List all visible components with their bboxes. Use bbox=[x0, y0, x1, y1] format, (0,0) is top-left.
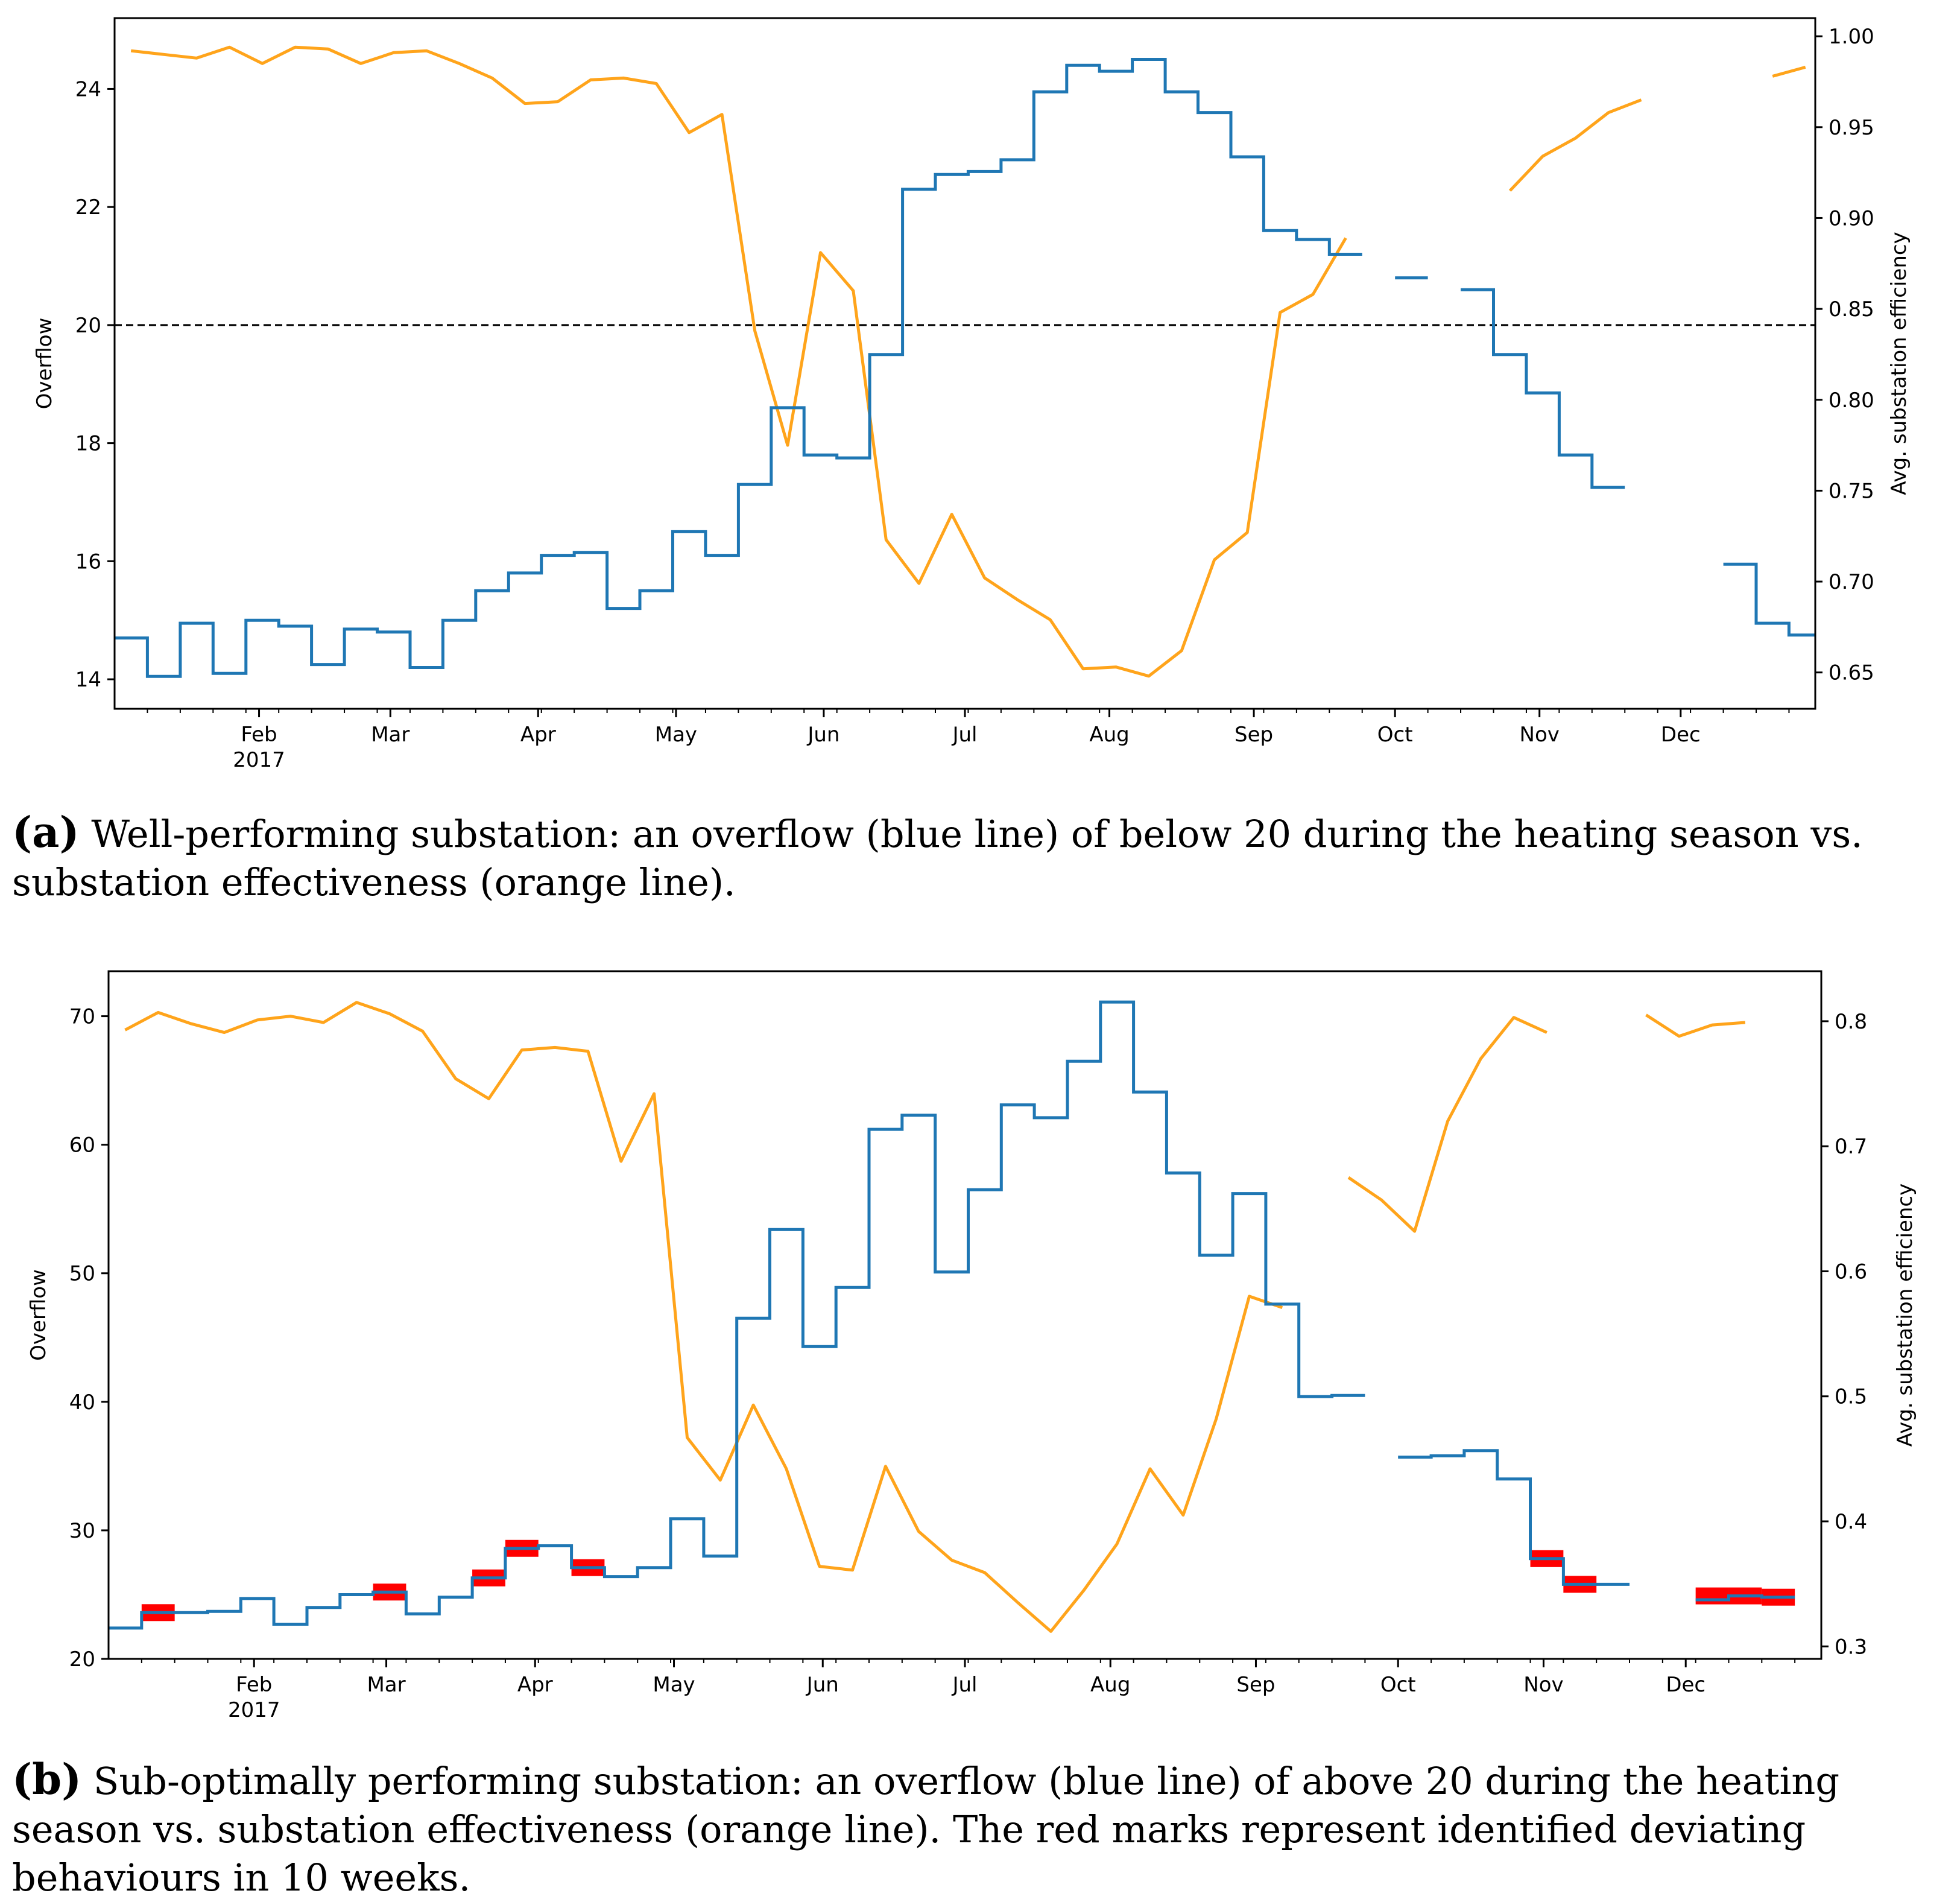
overflow-step-line bbox=[115, 58, 1362, 678]
y-right-tick-label: 0.5 bbox=[1835, 1385, 1867, 1409]
x-month-label: Dec bbox=[1666, 1673, 1706, 1697]
y-right-axis-title: Avg. substation efficiency bbox=[1887, 232, 1911, 495]
efficiency-line bbox=[1347, 1016, 1547, 1233]
x-month-label: Feb bbox=[236, 1673, 272, 1697]
caption-b-tag: (b) bbox=[12, 1754, 82, 1804]
panel-a: 14 16 18 20 22 24 0.65 0.70 0.75 0.80 0.85 0.90 0.95… bbox=[0, 0, 1960, 929]
y-left-axis-title: Overflow bbox=[27, 1269, 51, 1361]
y-left-tick-label: 70 bbox=[69, 1005, 95, 1029]
x-month-label: Jun bbox=[806, 723, 839, 747]
x-month-label: Jul bbox=[951, 1673, 977, 1697]
y-left-tick-label: 30 bbox=[69, 1519, 95, 1543]
y-left-tick-label: 16 bbox=[75, 550, 101, 574]
y-left-tick-label: 50 bbox=[69, 1262, 95, 1286]
x-month-label: Aug bbox=[1090, 1673, 1130, 1697]
efficiency-line bbox=[1772, 65, 1806, 78]
plot-frame bbox=[107, 970, 1822, 1660]
efficiency-line bbox=[124, 1001, 1283, 1633]
x-month-label: May bbox=[653, 1673, 695, 1697]
y-left-axis-title: Overflow bbox=[33, 318, 57, 410]
y-right-tick-label: 0.3 bbox=[1835, 1635, 1867, 1659]
x-month-label: Sep bbox=[1234, 723, 1273, 747]
efficiency-line bbox=[1645, 1013, 1746, 1038]
x-month-label: Oct bbox=[1380, 1673, 1416, 1697]
y-left-tick-label: 20 bbox=[69, 1647, 95, 1672]
y-left-tick-label: 14 bbox=[75, 668, 101, 692]
caption-b-text: Sub-optimally performing substation: an … bbox=[12, 1759, 1840, 1900]
x-month-label: Aug bbox=[1089, 723, 1129, 747]
y-left-tick-label: 60 bbox=[69, 1133, 95, 1158]
deviation-mark bbox=[1695, 1587, 1729, 1605]
x-month-label: Apr bbox=[520, 723, 556, 747]
efficiency-line bbox=[130, 45, 1347, 678]
y-right-tick-label: 0.70 bbox=[1829, 570, 1874, 594]
y-right-axis-title: Avg. substation efficiency bbox=[1893, 1184, 1917, 1447]
x-month-label: Jun bbox=[806, 1673, 839, 1697]
x-month-label: Apr bbox=[517, 1673, 553, 1697]
x-month-label: Nov bbox=[1520, 723, 1560, 747]
y-left-tick-label: 24 bbox=[75, 77, 101, 101]
y-right-tick-label: 0.95 bbox=[1829, 116, 1874, 140]
y-right-tick-label: 0.85 bbox=[1829, 297, 1874, 322]
y-right-tick-label: 0.75 bbox=[1829, 479, 1874, 503]
x-month-label: Jul bbox=[951, 723, 977, 747]
x-month-label: May bbox=[655, 723, 697, 747]
x-month-label: Oct bbox=[1377, 723, 1413, 747]
y-right-tick-label: 0.80 bbox=[1829, 388, 1874, 413]
y-left-tick-label: 20 bbox=[75, 314, 101, 338]
caption-a-text: Well-performing substation: an overflow … bbox=[12, 812, 1863, 904]
x-year-label: 2017 bbox=[228, 1698, 280, 1722]
y-left-tick-label: 22 bbox=[75, 195, 101, 220]
x-month-label: Mar bbox=[367, 1673, 405, 1697]
y-right-tick-label: 0.90 bbox=[1829, 206, 1874, 230]
caption-a-tag: (a) bbox=[12, 807, 80, 857]
overflow-step-line bbox=[1695, 1594, 1795, 1602]
y-left-tick-label: 18 bbox=[75, 432, 101, 456]
plot-frame bbox=[113, 17, 1816, 710]
x-month-label: Mar bbox=[371, 723, 409, 747]
y-right-tick-label: 1.00 bbox=[1829, 25, 1874, 49]
caption-b: (b) Sub-optimally performing substation:… bbox=[12, 1755, 1948, 1902]
efficiency-line bbox=[1508, 98, 1642, 192]
overflow-step-line bbox=[1398, 1449, 1630, 1586]
overflow-step-line bbox=[1461, 288, 1625, 489]
overflow-step-line bbox=[1723, 562, 1815, 637]
y-right-tick-label: 0.4 bbox=[1835, 1510, 1867, 1534]
y-right-tick-label: 0.6 bbox=[1835, 1260, 1867, 1284]
chart-a: 14 16 18 20 22 24 0.65 0.70 0.75 0.80 0.85 0.90 0.95… bbox=[33, 17, 1911, 772]
x-month-label: Sep bbox=[1236, 1673, 1275, 1697]
caption-a: (a) Well-performing substation: an overf… bbox=[12, 808, 1948, 907]
x-month-label: Dec bbox=[1661, 723, 1701, 747]
x-year-label: 2017 bbox=[233, 748, 285, 772]
x-month-label: Nov bbox=[1523, 1673, 1563, 1697]
panel-b: 20 30 40 50 60 70 0.3 0.4 0.5 0.6 0.7 0.8 Feb 2017 Mar… bbox=[0, 947, 1960, 1900]
y-right-tick-label: 0.8 bbox=[1835, 1010, 1867, 1034]
y-left-tick-label: 40 bbox=[69, 1390, 95, 1415]
y-right-tick-label: 0.65 bbox=[1829, 661, 1874, 685]
x-month-label: Feb bbox=[241, 723, 277, 747]
y-right-tick-label: 0.7 bbox=[1835, 1135, 1867, 1159]
overflow-step-line bbox=[109, 1000, 1365, 1630]
